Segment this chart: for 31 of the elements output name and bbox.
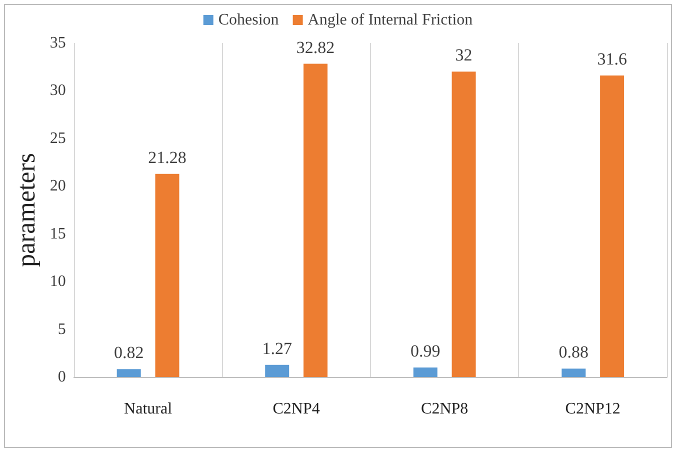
bar <box>155 174 180 377</box>
bar <box>116 369 141 377</box>
x-tick-label: C2NP4 <box>272 400 320 418</box>
bar <box>304 64 328 377</box>
legend-label: Cohesion <box>218 12 279 28</box>
bar <box>413 368 438 377</box>
bar <box>452 72 476 377</box>
data-label: 32 <box>455 46 472 65</box>
x-tick-label: C2NP12 <box>565 400 620 418</box>
bar <box>265 364 290 377</box>
y-tick-label: 20 <box>50 178 66 195</box>
x-tick-label: Natural <box>124 400 173 418</box>
bar <box>562 368 586 377</box>
data-label: 0.82 <box>114 343 144 362</box>
y-tick-label: 0 <box>58 368 66 386</box>
data-label: 31.6 <box>597 49 627 68</box>
legend-label: Angle of Internal Friction <box>308 12 473 28</box>
bar <box>600 75 624 377</box>
data-label: 32.82 <box>296 38 335 57</box>
y-tick-label: 25 <box>50 130 66 147</box>
y-tick-label: 30 <box>50 82 66 100</box>
data-label: 1.27 <box>262 338 292 358</box>
y-tick-label: 35 <box>50 34 66 52</box>
y-axis-title: parameters <box>12 152 40 268</box>
x-tick-label: C2NP8 <box>421 400 468 418</box>
data-label: 0.88 <box>558 342 589 362</box>
y-tick-label: 15 <box>50 225 66 242</box>
data-label: 0.99 <box>410 342 440 361</box>
y-tick-label: 5 <box>58 320 66 338</box>
data-label: 21.28 <box>148 148 186 167</box>
y-tick-label: 10 <box>50 273 66 290</box>
